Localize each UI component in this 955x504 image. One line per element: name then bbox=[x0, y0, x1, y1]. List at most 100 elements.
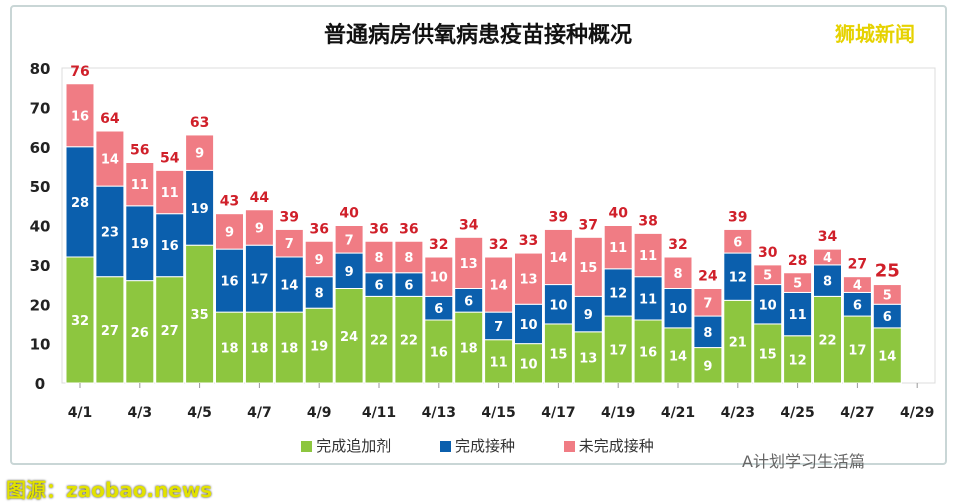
bar-segment bbox=[663, 288, 693, 329]
bar-segment bbox=[215, 213, 244, 250]
total-label: 36 bbox=[309, 221, 328, 237]
segment-label: 14 bbox=[878, 349, 896, 364]
segment-label: 17 bbox=[848, 344, 866, 359]
y-tick-label: 80 bbox=[30, 60, 51, 78]
segment-label: 18 bbox=[220, 342, 238, 357]
segment-label: 18 bbox=[460, 342, 478, 357]
segment-label: 24 bbox=[340, 330, 358, 345]
bar-segment bbox=[155, 169, 185, 215]
bar-segment bbox=[753, 264, 783, 286]
segment-label: 27 bbox=[101, 324, 119, 339]
y-tick-label: 30 bbox=[30, 257, 51, 275]
x-tick-label: 4/19 bbox=[601, 405, 635, 421]
segment-label: 6 bbox=[374, 279, 383, 294]
segment-label: 7 bbox=[285, 237, 294, 252]
bar-segment bbox=[693, 315, 723, 349]
total-label: 27 bbox=[848, 257, 867, 273]
bar-segment bbox=[603, 268, 633, 317]
segment-label: 28 bbox=[71, 196, 89, 211]
segment-label: 23 bbox=[101, 225, 119, 240]
legend-label: 完成追加剂 bbox=[316, 437, 392, 455]
segment-label: 21 bbox=[729, 336, 747, 351]
total-label: 34 bbox=[818, 229, 838, 245]
x-tick-label: 4/9 bbox=[307, 405, 332, 421]
bar-segment bbox=[633, 319, 663, 384]
y-tick-label: 0 bbox=[35, 375, 45, 393]
bar-segment bbox=[514, 303, 543, 345]
segment-label: 16 bbox=[71, 109, 89, 124]
segment-label: 4 bbox=[823, 251, 832, 266]
bar-segment bbox=[185, 244, 215, 384]
bar-segment bbox=[155, 213, 185, 278]
segment-label: 9 bbox=[315, 253, 324, 268]
bar-segment bbox=[95, 276, 125, 384]
segment-label: 10 bbox=[759, 298, 777, 313]
y-tick-label: 20 bbox=[30, 296, 51, 314]
bar-segment bbox=[723, 228, 753, 254]
watermark: A计划学习生活篇 bbox=[742, 452, 865, 471]
segment-label: 7 bbox=[345, 233, 354, 248]
segment-label: 13 bbox=[579, 351, 597, 366]
segment-label: 11 bbox=[639, 292, 657, 307]
total-label: 64 bbox=[100, 111, 120, 127]
segment-label: 12 bbox=[789, 353, 807, 368]
segment-label: 22 bbox=[370, 334, 388, 349]
bar-segment bbox=[484, 256, 514, 313]
y-tick-label: 40 bbox=[30, 218, 51, 236]
legend-swatch bbox=[301, 441, 313, 452]
segment-label: 10 bbox=[430, 271, 448, 286]
segment-label: 9 bbox=[225, 225, 234, 240]
segment-label: 6 bbox=[434, 302, 443, 317]
segment-label: 15 bbox=[579, 261, 597, 276]
brand-logo: 狮城新闻 bbox=[835, 22, 915, 46]
bar-segment bbox=[543, 323, 573, 384]
total-label: 32 bbox=[668, 237, 687, 253]
bar-segment bbox=[514, 343, 543, 384]
segment-label: 13 bbox=[460, 257, 478, 272]
segment-label: 7 bbox=[494, 320, 503, 335]
legend-item-complete: 完成接种 bbox=[439, 437, 515, 455]
bar-segment bbox=[215, 248, 244, 313]
bar-segment bbox=[364, 240, 394, 274]
bar-segment bbox=[633, 276, 663, 321]
total-label: 39 bbox=[728, 209, 747, 225]
bar-segment bbox=[603, 315, 633, 384]
total-label: 36 bbox=[399, 221, 418, 237]
legend-label: 未完成接种 bbox=[578, 437, 654, 455]
total-label: 39 bbox=[549, 209, 568, 225]
x-tick-label: 4/5 bbox=[187, 405, 212, 421]
total-label: 36 bbox=[369, 221, 388, 237]
segment-label: 14 bbox=[101, 153, 119, 168]
x-tick-label: 4/17 bbox=[541, 405, 575, 421]
segment-label: 14 bbox=[549, 251, 567, 266]
x-tick-label: 4/3 bbox=[127, 405, 152, 421]
total-label: 32 bbox=[429, 237, 448, 253]
total-label: 38 bbox=[638, 213, 657, 229]
x-tick-label: 4/7 bbox=[247, 405, 272, 421]
bar-segment bbox=[603, 225, 633, 270]
total-label: 40 bbox=[608, 206, 628, 222]
source-watermark: 图源：zaobao.news bbox=[6, 478, 213, 502]
segment-label: 16 bbox=[430, 346, 448, 361]
bar-segment bbox=[65, 146, 95, 258]
segment-label: 14 bbox=[490, 279, 508, 294]
segment-label: 9 bbox=[345, 265, 354, 280]
legend-item-incomplete: 未完成接种 bbox=[563, 437, 654, 455]
x-tick-label: 4/15 bbox=[481, 405, 515, 421]
segment-label: 22 bbox=[400, 334, 418, 349]
segment-label: 11 bbox=[639, 249, 657, 264]
segment-label: 4 bbox=[853, 279, 862, 294]
segment-label: 12 bbox=[609, 286, 627, 301]
segment-label: 32 bbox=[71, 314, 89, 329]
bar-segment bbox=[125, 162, 155, 207]
y-tick-label: 60 bbox=[30, 139, 51, 157]
bar-segment bbox=[633, 232, 663, 278]
segment-label: 11 bbox=[131, 178, 149, 193]
bar-segment bbox=[394, 240, 424, 274]
bar-segment bbox=[95, 185, 125, 278]
total-label: 63 bbox=[190, 115, 209, 131]
legend: 完成追加剂 完成接种 未完成接种 bbox=[0, 435, 955, 456]
bar-segment bbox=[723, 252, 753, 301]
total-label: 33 bbox=[519, 233, 538, 249]
